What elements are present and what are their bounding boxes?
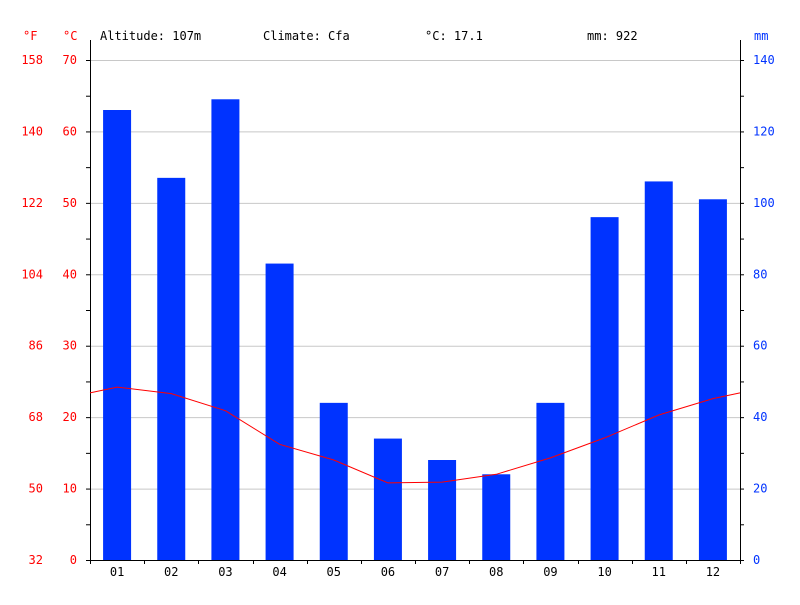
precipitation-bars xyxy=(103,99,727,561)
unit-label-fahrenheit: °F xyxy=(23,29,37,43)
month-tick-label: 04 xyxy=(272,565,286,579)
celsius-tick-label: 10 xyxy=(63,482,77,496)
precip-bar xyxy=(590,217,619,560)
fahrenheit-tick-label: 50 xyxy=(29,482,43,496)
temperature-line xyxy=(89,386,741,484)
month-tick-label: 11 xyxy=(652,565,666,579)
fahrenheit-tick-label: 104 xyxy=(21,267,43,281)
precip-bar xyxy=(482,474,511,560)
month-tick-label: 03 xyxy=(218,565,232,579)
month-tick-label: 08 xyxy=(489,565,503,579)
month-tick-label: 09 xyxy=(543,565,557,579)
precip-bar xyxy=(211,99,240,561)
mm-tick-label: 120 xyxy=(753,124,775,138)
left-fahrenheit-ticks: 32 50 68 86 104 122 140 158 xyxy=(21,53,43,567)
mm-tick-label: 60 xyxy=(753,339,767,353)
precip-bar xyxy=(373,438,402,560)
month-tick-label: 06 xyxy=(381,565,395,579)
month-tick-label: 07 xyxy=(435,565,449,579)
month-tick-label: 02 xyxy=(164,565,178,579)
celsius-tick-label: 70 xyxy=(63,53,77,67)
mm-tick-label: 80 xyxy=(753,267,767,281)
unit-label-mm: mm xyxy=(754,29,768,43)
unit-label-celsius: °C xyxy=(63,29,77,43)
mm-tick-label: 100 xyxy=(753,196,775,210)
month-tick-label: 01 xyxy=(110,565,124,579)
month-tick-label: 12 xyxy=(706,565,720,579)
climate-text: Climate: Cfa xyxy=(263,29,350,43)
celsius-tick-label: 0 xyxy=(70,553,77,567)
fahrenheit-tick-label: 86 xyxy=(29,339,43,353)
mm-tick-label: 0 xyxy=(753,553,760,567)
celsius-tick-label: 20 xyxy=(63,410,77,424)
precip-bar xyxy=(319,402,348,560)
mm-tick-label: 40 xyxy=(753,410,767,424)
celsius-tick-label: 50 xyxy=(63,196,77,210)
avg-temp-text: °C: 17.1 xyxy=(425,29,483,43)
fahrenheit-tick-label: 140 xyxy=(21,124,43,138)
precip-bar xyxy=(428,460,457,560)
gridlines xyxy=(90,60,740,490)
precip-bar xyxy=(103,110,132,560)
fahrenheit-tick-label: 158 xyxy=(21,53,43,67)
mm-tick-label: 140 xyxy=(753,53,775,67)
precip-bar xyxy=(265,263,294,560)
right-mm-ticks: 0 20 40 60 80 100 120 140 xyxy=(753,53,775,567)
precip-bar xyxy=(644,181,673,560)
precip-bar xyxy=(698,199,727,561)
celsius-tick-label: 40 xyxy=(63,267,77,281)
altitude-text: Altitude: 107m xyxy=(100,29,201,43)
fahrenheit-tick-label: 122 xyxy=(21,196,43,210)
celsius-tick-label: 30 xyxy=(63,339,77,353)
month-ticks: 01 02 03 04 05 06 07 08 09 10 11 12 xyxy=(90,560,741,579)
mm-tick-label: 20 xyxy=(753,482,767,496)
month-tick-label: 05 xyxy=(327,565,341,579)
total-precip-text: mm: 922 xyxy=(587,29,638,43)
month-tick-label: 10 xyxy=(597,565,611,579)
fahrenheit-tick-label: 68 xyxy=(29,410,43,424)
precip-bar xyxy=(536,402,565,560)
fahrenheit-tick-label: 32 xyxy=(29,553,43,567)
left-celsius-ticks: 0 10 20 30 40 50 60 70 xyxy=(63,53,77,567)
celsius-tick-label: 60 xyxy=(63,124,77,138)
precip-bar xyxy=(157,177,186,560)
